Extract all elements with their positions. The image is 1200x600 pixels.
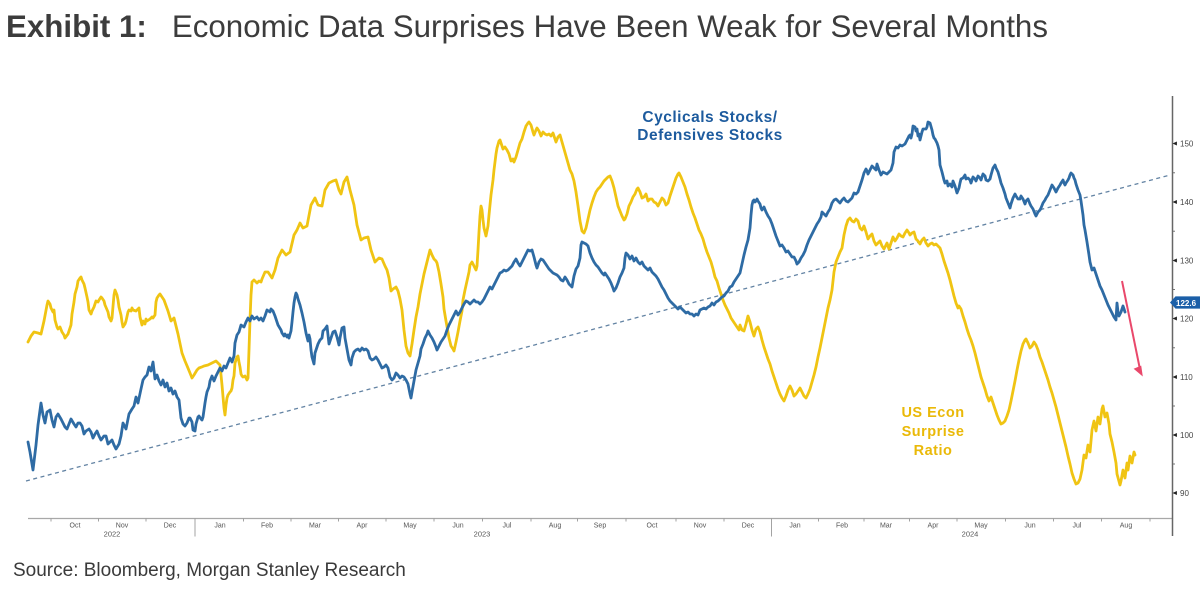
svg-text:100: 100	[1180, 431, 1194, 440]
svg-text:Surprise: Surprise	[902, 424, 965, 440]
svg-text:Defensives Stocks: Defensives Stocks	[637, 127, 783, 144]
svg-text:Oct: Oct	[70, 523, 81, 530]
svg-text:150: 150	[1180, 140, 1194, 149]
svg-text:2022: 2022	[104, 530, 121, 539]
svg-text:Jun: Jun	[1024, 523, 1035, 530]
svg-text:Jan: Jan	[214, 523, 225, 530]
svg-text:Jan: Jan	[789, 523, 800, 530]
svg-text:US Econ: US Econ	[901, 405, 964, 421]
svg-text:2024: 2024	[962, 530, 979, 539]
svg-text:Apr: Apr	[357, 523, 369, 530]
svg-text:Jun: Jun	[452, 523, 463, 530]
svg-text:Aug: Aug	[549, 523, 562, 530]
svg-text:2023: 2023	[474, 530, 491, 539]
svg-text:120: 120	[1180, 315, 1194, 324]
svg-text:Cyclicals Stocks/: Cyclicals Stocks/	[642, 109, 777, 126]
svg-text:Dec: Dec	[742, 523, 755, 530]
svg-text:Oct: Oct	[647, 523, 658, 530]
svg-text:Nov: Nov	[116, 523, 129, 530]
svg-text:122.6: 122.6	[1176, 299, 1197, 308]
svg-text:Jul: Jul	[1073, 523, 1082, 530]
svg-text:Sep: Sep	[594, 523, 607, 530]
svg-text:Nov: Nov	[694, 523, 707, 530]
svg-text:May: May	[403, 523, 417, 530]
svg-text:Dec: Dec	[164, 523, 177, 530]
svg-text:110: 110	[1180, 373, 1193, 382]
svg-text:Jul: Jul	[503, 523, 512, 530]
svg-text:90: 90	[1180, 489, 1189, 498]
svg-text:Feb: Feb	[261, 523, 273, 530]
svg-text:May: May	[974, 523, 988, 530]
svg-text:130: 130	[1180, 257, 1194, 266]
svg-text:Mar: Mar	[880, 523, 893, 530]
svg-text:Ratio: Ratio	[914, 443, 953, 459]
svg-text:Aug: Aug	[1120, 523, 1133, 530]
svg-text:Apr: Apr	[928, 523, 940, 530]
svg-text:Feb: Feb	[836, 523, 848, 530]
svg-text:Mar: Mar	[309, 523, 322, 530]
svg-text:140: 140	[1180, 198, 1194, 207]
